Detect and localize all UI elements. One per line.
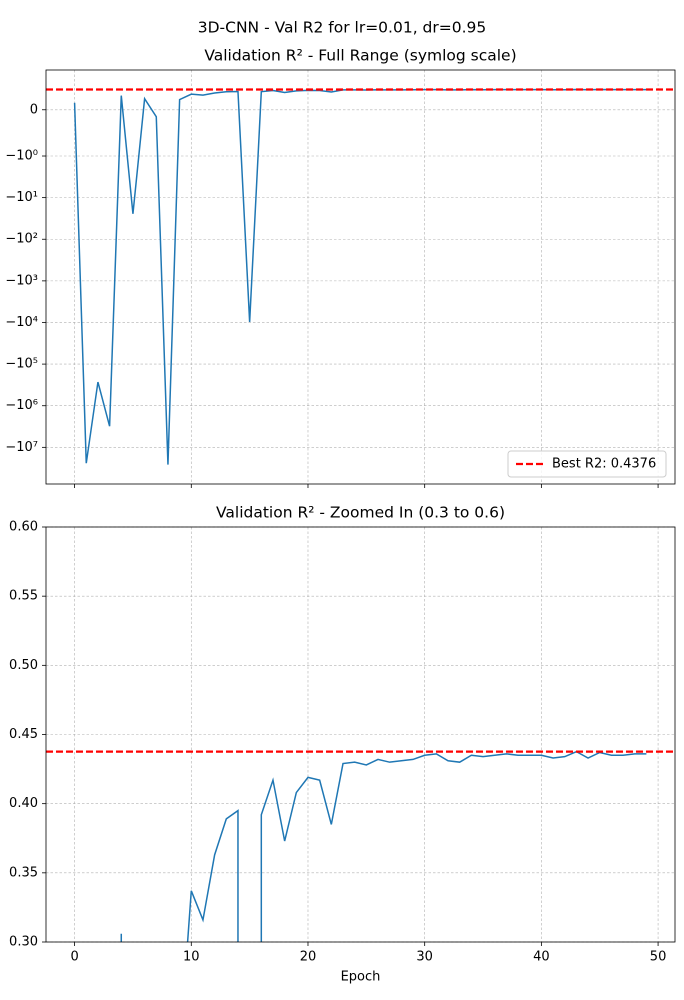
y-tick-label: 0.50 xyxy=(9,658,38,673)
y-tick-label: −10⁷ xyxy=(5,440,38,455)
legend-label: Best R2: 0.4376 xyxy=(552,457,656,472)
x-tick-label: 0 xyxy=(70,950,78,965)
x-tick-label: 30 xyxy=(416,950,433,965)
y-tick-label: 0.55 xyxy=(9,589,38,604)
y-tick-label: 0 xyxy=(30,102,38,117)
y-tick-label: −10¹ xyxy=(5,190,38,205)
chart-title: Validation R² - Full Range (symlog scale… xyxy=(204,47,516,65)
x-tick-label: 40 xyxy=(533,950,550,965)
series-line xyxy=(75,752,647,1000)
x-tick-label: 10 xyxy=(183,950,200,965)
chart-title: Validation R² - Zoomed In (0.3 to 0.6) xyxy=(216,504,505,522)
figure-title: 3D-CNN - Val R2 for lr=0.01, dr=0.95 xyxy=(198,19,487,37)
y-tick-label: −10⁴ xyxy=(5,315,38,330)
y-tick-label: 0.45 xyxy=(9,727,38,742)
y-tick-label: 0.40 xyxy=(9,796,38,811)
y-tick-label: 0.60 xyxy=(9,520,38,535)
y-tick-label: −10³ xyxy=(5,273,38,288)
y-tick-label: −10⁵ xyxy=(5,357,38,372)
axes-frame xyxy=(45,526,676,943)
x-axis-label: Epoch xyxy=(341,970,381,985)
y-tick-label: 0.35 xyxy=(9,865,38,880)
x-tick-label: 20 xyxy=(300,950,317,965)
series-line xyxy=(73,88,647,465)
axes-frame xyxy=(45,69,676,485)
legend-box xyxy=(507,450,667,478)
y-tick-label: −10⁰ xyxy=(5,149,38,164)
y-tick-label: −10² xyxy=(5,232,38,247)
x-tick-label: 50 xyxy=(650,950,667,965)
y-tick-label: 0.30 xyxy=(9,935,38,950)
y-tick-label: −10⁶ xyxy=(5,398,38,413)
